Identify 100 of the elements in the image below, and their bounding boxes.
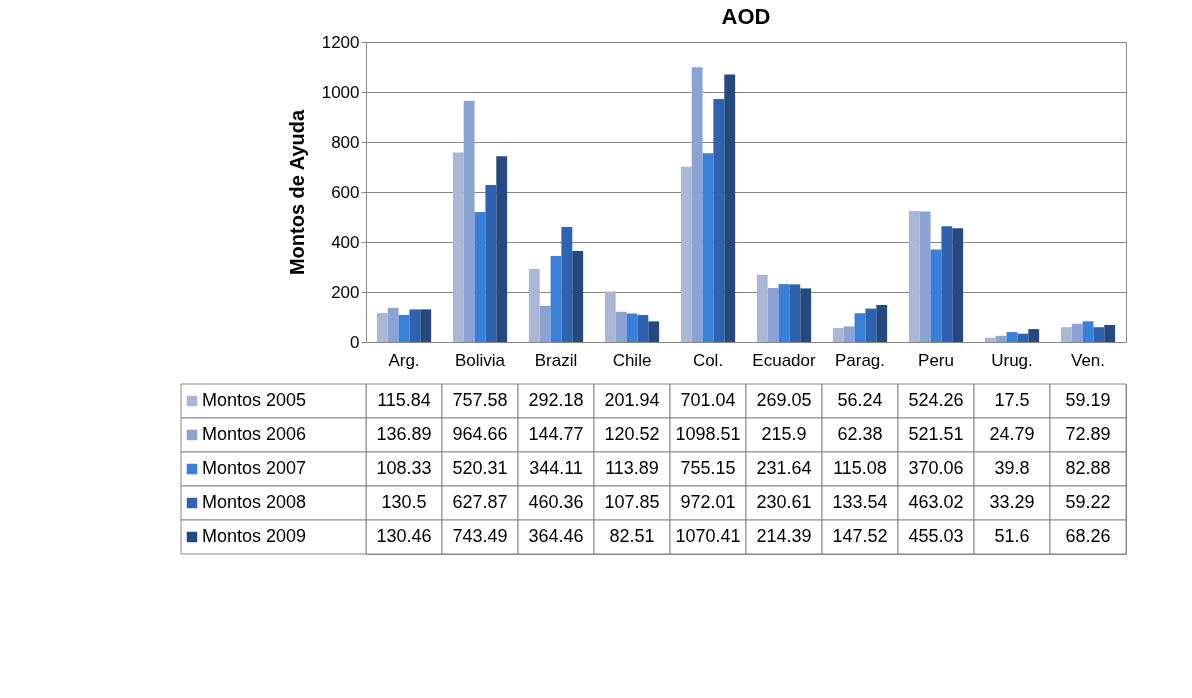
data-label: 743.49 [452,526,508,546]
data-label: 62.38 [837,424,883,444]
data-label: 136.89 [376,424,432,444]
x-tick-label: Ecuador [752,350,816,370]
data-label: 627.87 [452,492,508,512]
data-label: 1070.41 [675,526,741,546]
data-label: 130.5 [381,492,427,512]
y-axis-title: Montos de Ayuda [285,109,308,276]
bar [724,74,736,342]
data-label: 460.36 [528,492,584,512]
bar [756,274,768,342]
data-label: 24.79 [989,424,1035,444]
bar [452,152,464,342]
data-label: 130.46 [376,526,432,546]
bar [789,284,801,342]
y-tick-label: 1200 [321,32,360,52]
data-label: 964.66 [452,424,508,444]
x-tick-label: Chile [612,350,652,370]
data-label: 133.54 [832,492,888,512]
data-label: 115.84 [377,390,431,410]
data-label: 292.18 [528,390,584,410]
bar [832,327,844,342]
data-label: 72.89 [1065,424,1111,444]
data-label: 59.22 [1065,492,1111,512]
legend-label: Montos 2005 [202,390,307,410]
data-label: 972.01 [680,492,736,512]
data-label: 215.9 [761,424,807,444]
data-label: 17.5 [994,390,1030,410]
y-tick-label: 1000 [321,82,360,102]
bar [1093,327,1105,342]
bar [398,314,410,342]
x-tick-label: Parag. [834,350,886,370]
data-label: 147.52 [832,526,888,546]
bar [930,249,942,342]
data-label: 33.29 [989,492,1035,512]
bar [876,305,888,342]
x-tick-label: Urug. [991,350,1033,370]
data-label: 755.15 [680,458,736,478]
data-label: 370.06 [908,458,964,478]
bar [778,284,790,342]
legend-label: Montos 2008 [202,492,307,512]
bar [376,313,388,342]
bar [615,311,627,342]
data-label: 51.6 [994,526,1030,546]
bar [420,309,432,342]
data-label: 701.04 [680,390,736,410]
bar [1104,324,1116,342]
y-tick-label: 200 [331,282,360,302]
x-tick-label: Brazil [534,350,578,370]
y-tick-label: 400 [331,232,360,252]
data-label: 463.02 [908,492,964,512]
bar [1060,327,1072,342]
data-label: 230.61 [756,492,812,512]
bar [561,226,573,342]
bar [908,210,920,342]
legend-label: Montos 2009 [202,526,307,546]
data-label: 59.19 [1065,390,1111,410]
x-tick-label: Ven. [1070,350,1106,370]
bar [463,100,475,342]
data-label: 201.94 [604,390,660,410]
data-label: 113.89 [605,458,659,478]
bar [702,153,714,342]
x-tick-label: Bolivia [454,350,506,370]
data-label: 364.46 [528,526,584,546]
bar [626,313,638,342]
x-tick-label: Col. [692,350,724,370]
legend-label: Montos 2007 [202,458,307,478]
y-tick-label: 800 [331,132,360,152]
data-label: 107.85 [604,492,660,512]
data-label: 144.77 [528,424,584,444]
bar [409,309,421,342]
bar [680,166,692,342]
data-label: 524.26 [908,390,964,410]
data-label: 56.24 [837,390,883,410]
bar [1017,333,1029,342]
bar [952,228,964,342]
bar [485,185,497,342]
chart-title: AOD [721,4,771,29]
bar [941,226,953,342]
bar [984,337,996,342]
legend-label: Montos 2006 [202,424,307,444]
bar [1006,332,1018,342]
data-label: 108.33 [376,458,432,478]
bar [843,326,855,342]
data-label: 521.51 [908,424,964,444]
data-label: 231.64 [756,458,812,478]
bar [691,67,703,342]
bar [1071,323,1083,342]
data-label: 115.08 [833,458,887,478]
bar [1028,329,1040,342]
data-label: 82.88 [1065,458,1111,478]
data-label: 68.26 [1065,526,1111,546]
bar [474,211,486,342]
bar [995,335,1007,342]
data-label: 269.05 [756,390,812,410]
bar [387,307,399,342]
y-tick-label: 600 [331,182,360,202]
bar [713,99,725,342]
bar [854,313,866,342]
data-label: 214.39 [756,526,812,546]
